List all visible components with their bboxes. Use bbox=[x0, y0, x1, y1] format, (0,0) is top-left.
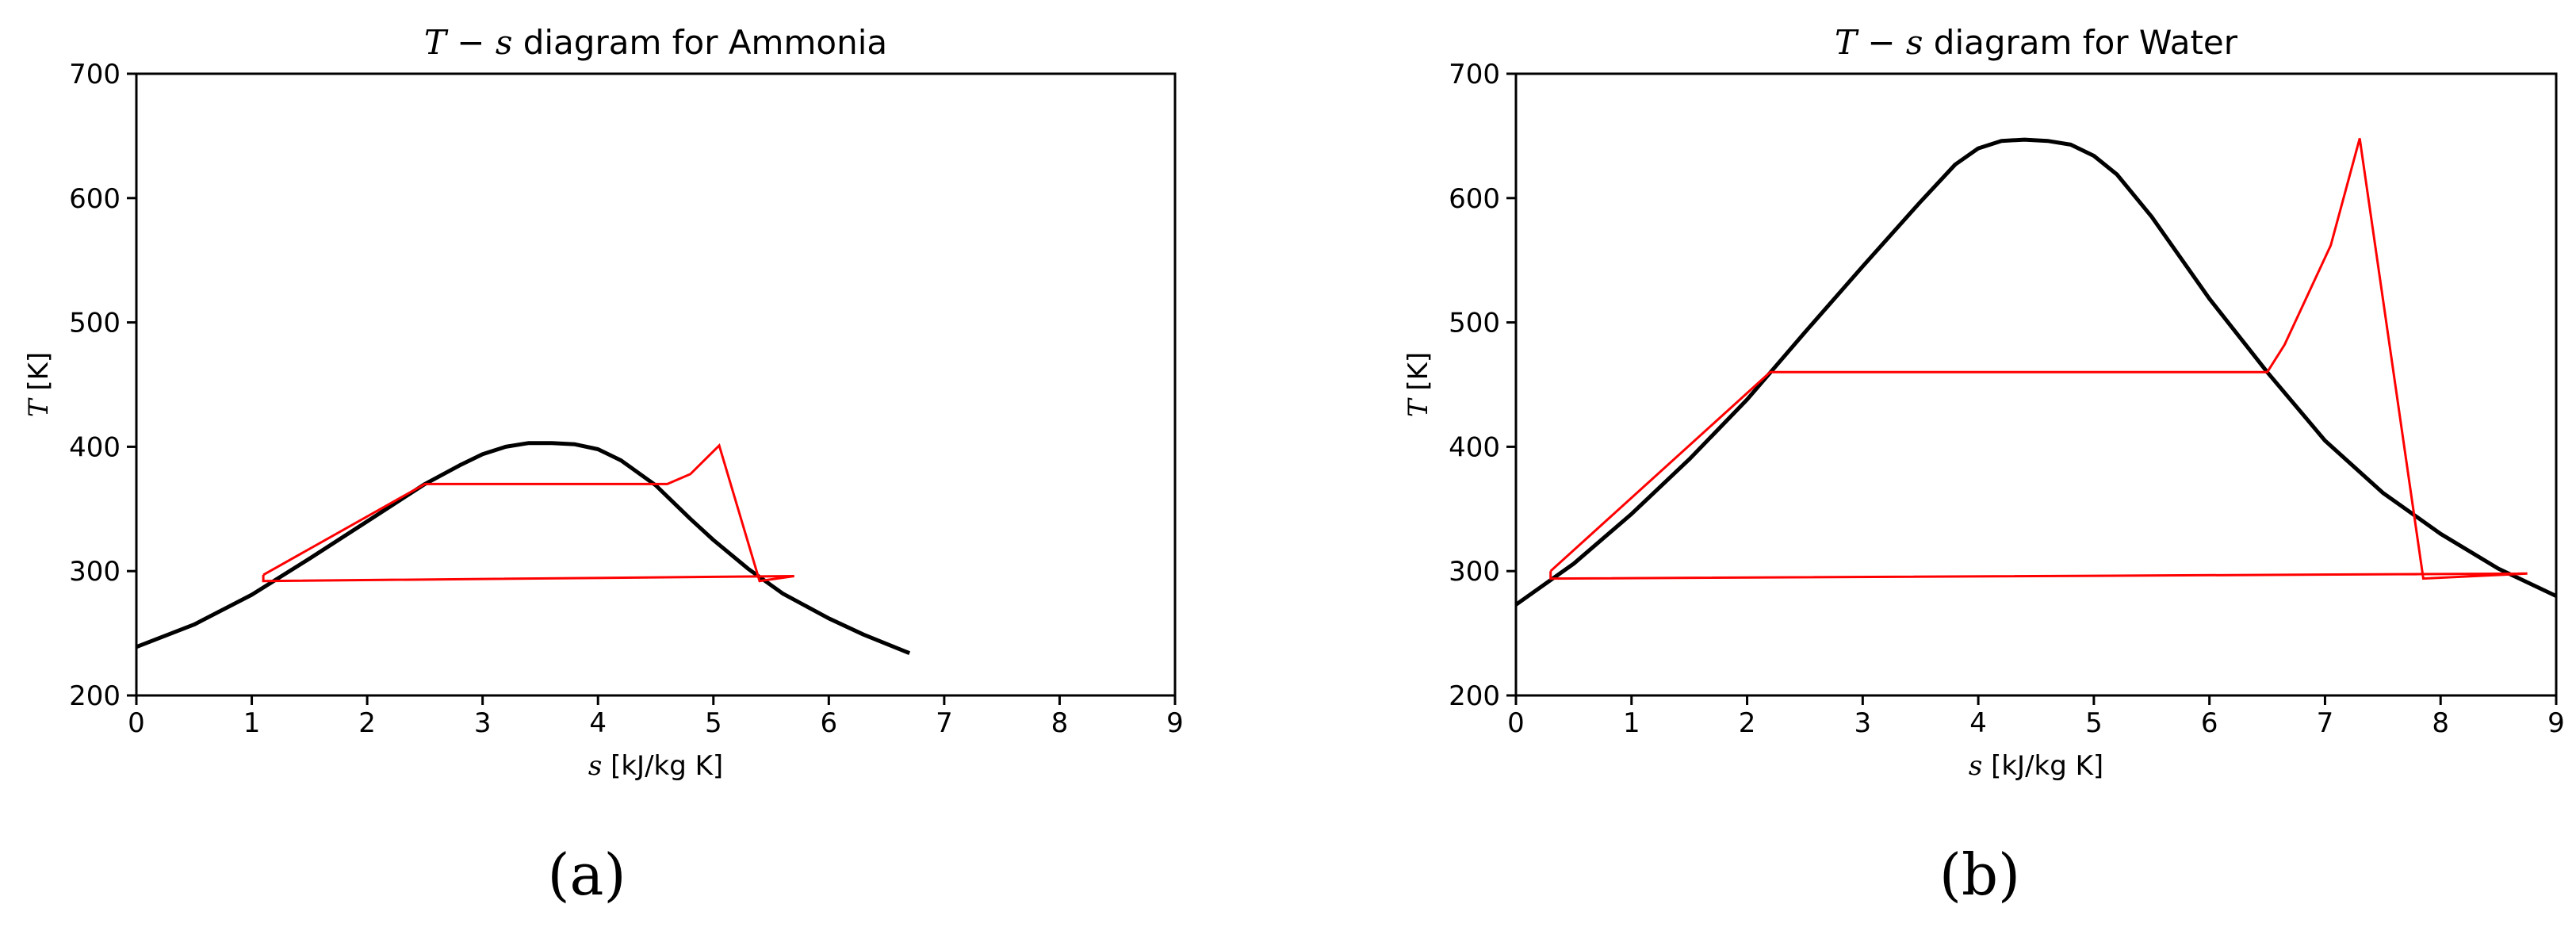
y-axis-label: T [K] bbox=[1403, 352, 1434, 417]
y-axis-unit: [K] bbox=[1403, 352, 1434, 400]
x-tick-label: 0 bbox=[128, 707, 145, 739]
axes-frame bbox=[1514, 72, 2558, 697]
title-operator: − bbox=[1857, 23, 1906, 62]
y-tick-label: 200 bbox=[69, 680, 121, 712]
x-tick-label: 2 bbox=[358, 707, 376, 739]
y-tick-label: 700 bbox=[69, 59, 121, 90]
x-tick-label: 9 bbox=[2547, 707, 2565, 739]
y-tick-label: 600 bbox=[69, 183, 121, 215]
title-variable: T bbox=[424, 23, 449, 62]
x-axis-variable: s bbox=[1969, 750, 1982, 782]
title-variable: T bbox=[1835, 23, 1859, 62]
y-tick-label: 700 bbox=[1449, 59, 1500, 90]
y-tick-label: 300 bbox=[1449, 556, 1500, 588]
y-tick-label: 600 bbox=[1449, 183, 1500, 215]
x-tick-label: 9 bbox=[1166, 707, 1184, 739]
y-tick-label: 500 bbox=[69, 308, 121, 339]
x-axis-label: s [kJ/kg K] bbox=[588, 750, 723, 782]
y-tick-label: 400 bbox=[1449, 431, 1500, 463]
x-tick-label: 8 bbox=[1051, 707, 1069, 739]
axes-frame bbox=[135, 72, 1177, 697]
saturation-dome-line bbox=[1514, 137, 2558, 607]
y-axis-unit: [K] bbox=[23, 352, 55, 400]
y-tick-label: 200 bbox=[1449, 680, 1500, 712]
y-axis-variable: T bbox=[1403, 397, 1434, 417]
x-tick-label: 7 bbox=[936, 707, 953, 739]
chart-title: T − s diagram for Water bbox=[1835, 23, 2238, 62]
x-tick-label: 1 bbox=[243, 707, 261, 739]
y-tick-label: 400 bbox=[69, 431, 121, 463]
x-tick-label: 0 bbox=[1507, 707, 1525, 739]
x-tick-label: 3 bbox=[474, 707, 492, 739]
chart-title: T − s diagram for Ammonia bbox=[424, 23, 887, 62]
title-variable: s bbox=[496, 23, 513, 62]
x-tick-label: 6 bbox=[821, 707, 838, 739]
panel-label: (a) bbox=[547, 841, 626, 908]
x-tick-label: 6 bbox=[2201, 707, 2218, 739]
y-tick-label: 300 bbox=[69, 556, 121, 588]
chart-panel-b: 0 1 2 3 4 5 6 7 8 9 200 300 400 500 600 700 T − s diagra… bbox=[1403, 23, 2565, 908]
title-variable: s bbox=[1906, 23, 1923, 62]
x-tick-label: 4 bbox=[589, 707, 607, 739]
y-axis-label: T [K] bbox=[23, 352, 55, 417]
title-text: diagram for Ammonia bbox=[512, 23, 887, 62]
x-tick-label: 8 bbox=[2432, 707, 2449, 739]
chart-panel-a: 0 1 2 3 4 5 6 7 8 9 200 300 400 500 600 700 T − s diagra… bbox=[23, 23, 1184, 908]
x-axis-unit: [kJ/kg K] bbox=[602, 750, 723, 782]
title-operator: − bbox=[446, 23, 496, 62]
x-tick-label: 2 bbox=[1739, 707, 1756, 739]
x-tick-label: 5 bbox=[705, 707, 722, 739]
x-tick-label: 3 bbox=[1854, 707, 1872, 739]
title-text: diagram for Water bbox=[1923, 23, 2237, 62]
x-axis-unit: [kJ/kg K] bbox=[1982, 750, 2103, 782]
x-axis-label: s [kJ/kg K] bbox=[1969, 750, 2103, 782]
y-axis-variable: T bbox=[23, 397, 55, 417]
cycle-line bbox=[1549, 138, 2528, 580]
x-tick-label: 1 bbox=[1623, 707, 1640, 739]
panel-label: (b) bbox=[1939, 841, 2020, 908]
x-tick-label: 4 bbox=[1969, 707, 1987, 739]
x-tick-label: 7 bbox=[2317, 707, 2334, 739]
cycle-line bbox=[262, 442, 794, 583]
x-axis-variable: s bbox=[588, 750, 602, 782]
y-tick-label: 500 bbox=[1449, 308, 1500, 339]
saturation-dome-line bbox=[136, 441, 911, 656]
x-tick-label: 5 bbox=[2085, 707, 2103, 739]
